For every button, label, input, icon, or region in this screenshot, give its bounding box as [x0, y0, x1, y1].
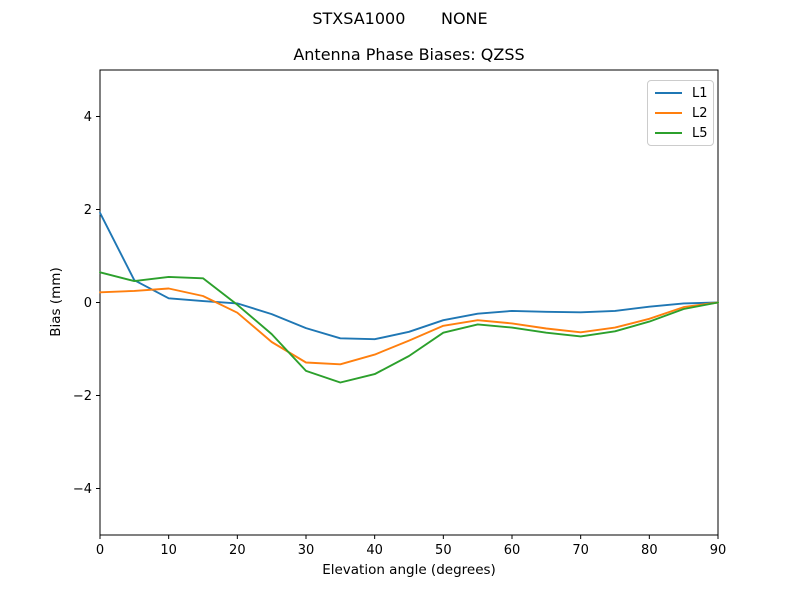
y-tick-label: 2: [84, 203, 92, 218]
y-axis-ticks: −4 −2 0 2 4: [73, 110, 100, 497]
legend-line-sample: [655, 92, 682, 94]
x-tick-label: 40: [366, 543, 383, 558]
y-tick-label: −2: [73, 389, 92, 404]
series-line-l2: [99, 287, 719, 366]
x-tick-label: 70: [572, 543, 589, 558]
x-tick-label: 80: [641, 543, 658, 558]
x-tick-label: 20: [229, 543, 246, 558]
legend-label: L5: [692, 125, 708, 141]
x-tick-label: 90: [710, 543, 727, 558]
series-line-l5: [99, 271, 719, 384]
y-tick-label: 4: [84, 110, 92, 125]
x-tick-label: 60: [504, 543, 521, 558]
legend-entry-l5: L5: [653, 123, 708, 143]
x-axis-ticks: 0 10 20 30 40 50 60 70 80 90: [96, 535, 726, 558]
y-axis-label: Bias (mm): [48, 267, 64, 337]
y-tick-label: 0: [84, 296, 92, 311]
x-tick-label: 10: [160, 543, 177, 558]
y-tick-label: −4: [73, 482, 92, 497]
legend-label: L1: [692, 85, 708, 101]
legend: L1 L2 L5: [647, 80, 714, 146]
x-axis-label: Elevation angle (degrees): [322, 562, 496, 578]
x-tick-label: 50: [435, 543, 452, 558]
figure-suptitle: STXSA1000 NONE: [312, 9, 488, 28]
legend-line-sample: [655, 132, 682, 134]
x-tick-label: 0: [96, 543, 104, 558]
x-tick-label: 30: [298, 543, 315, 558]
series-line-l1: [99, 211, 719, 341]
legend-label: L2: [692, 105, 708, 121]
legend-entry-l1: L1: [653, 83, 708, 103]
chart-title: Antenna Phase Biases: QZSS: [293, 45, 525, 64]
legend-entry-l2: L2: [653, 103, 708, 123]
axes-frame: [99, 69, 719, 536]
legend-line-sample: [655, 112, 682, 114]
